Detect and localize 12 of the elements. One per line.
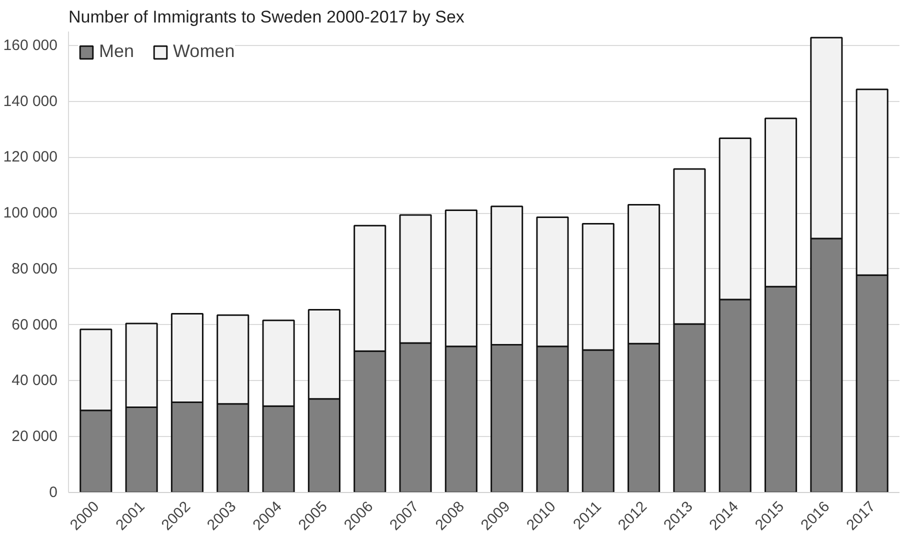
y-tick-label: 40 000 [12,372,58,390]
y-tick-label: 160 000 [3,36,58,54]
y-tick-label: 80 000 [12,260,58,278]
chart-title: Number of Immigrants to Sweden 2000-2017 by Sex [68,8,465,26]
y-tick-label: 140 000 [3,92,58,110]
y-tick-label: 120 000 [3,148,58,166]
legend-label: Men [99,41,134,62]
legend-label: Women [173,41,235,62]
y-tick-label: 20 000 [12,428,58,446]
y-tick-label: 0 [49,484,58,501]
y-tick-label: 100 000 [3,204,58,222]
y-tick-label: 60 000 [12,316,58,334]
